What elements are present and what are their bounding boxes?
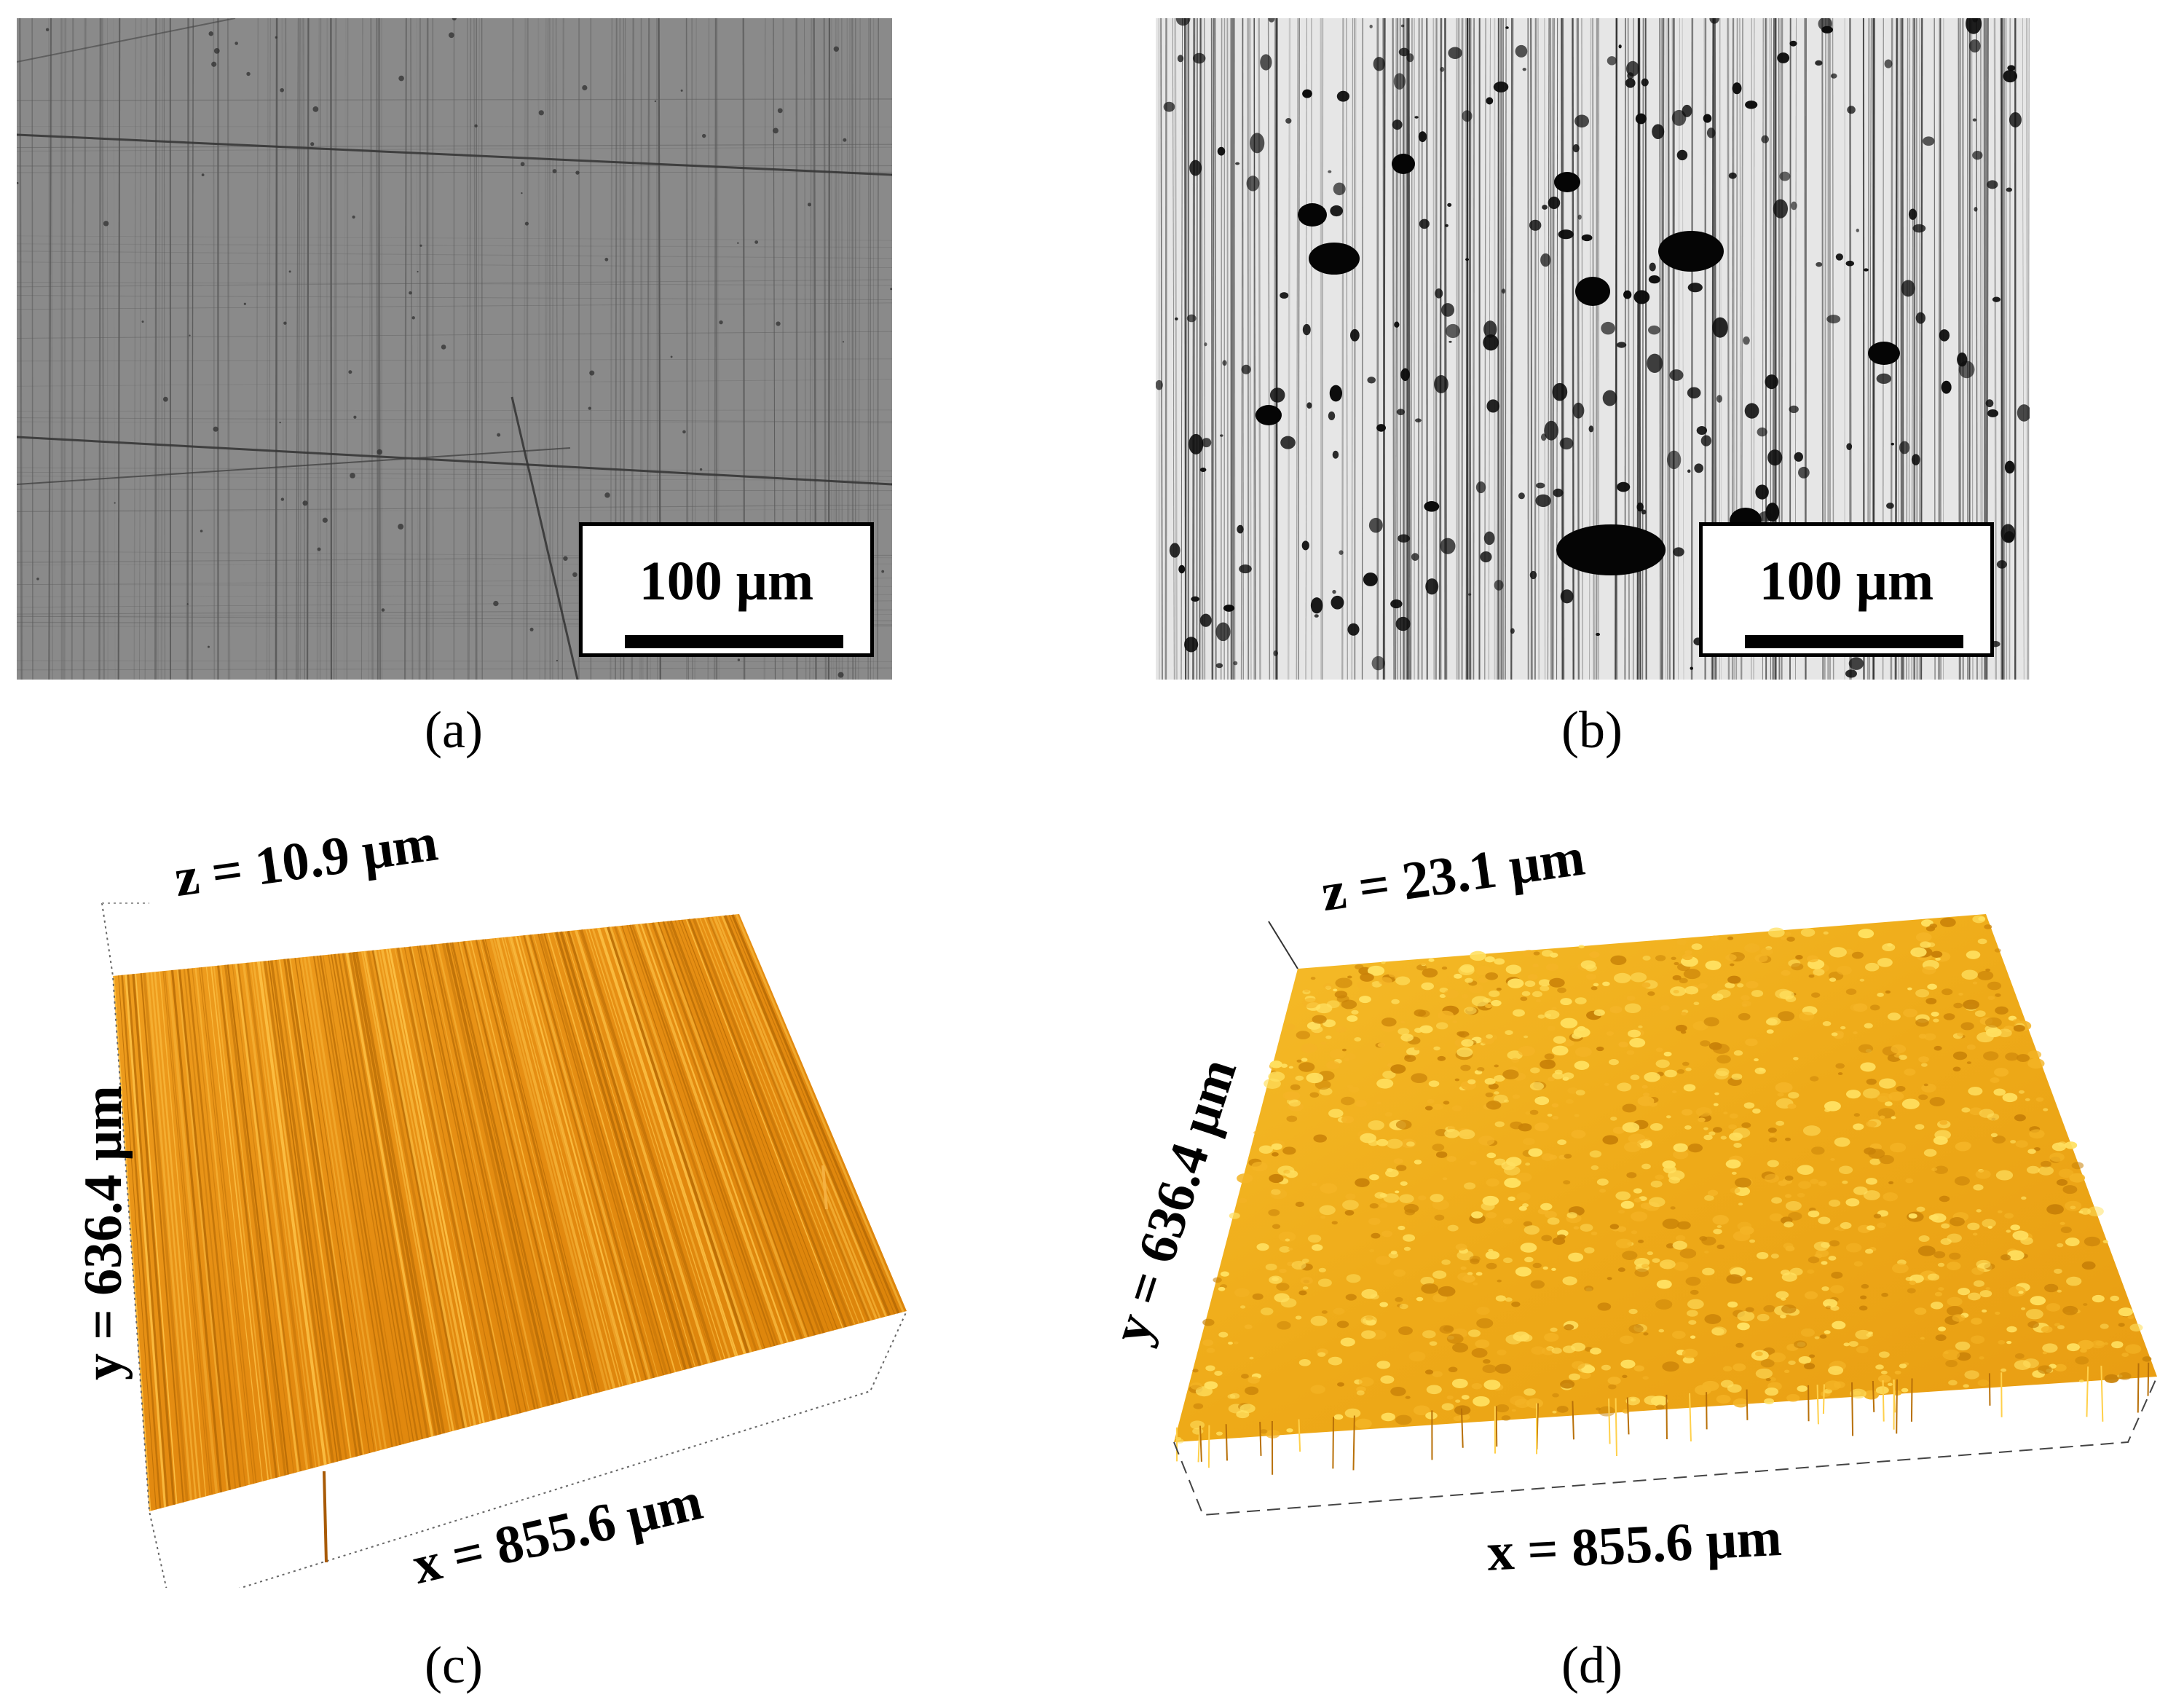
surface-plot-c: [101, 902, 907, 1588]
scale-bar-label-a: 100 μm: [639, 551, 814, 612]
caption-b: (b): [1561, 701, 1623, 759]
x-axis-label-d: x = 855.6 μm: [1485, 1507, 1783, 1583]
caption-c: (c): [425, 1636, 483, 1694]
y-axis-label-c: y = 636.4 μm: [74, 1085, 133, 1380]
scale-bar-box-b: 100 μm: [1699, 522, 1994, 657]
scale-bar-box-a: 100 μm: [579, 522, 874, 657]
scale-bar-a: [625, 635, 843, 648]
scale-bar-b: [1745, 635, 1963, 648]
caption-a: (a): [425, 701, 483, 759]
surface-plot-d: [1173, 914, 2158, 1516]
scale-bar-label-b: 100 μm: [1759, 551, 1934, 612]
caption-d: (d): [1561, 1636, 1623, 1694]
